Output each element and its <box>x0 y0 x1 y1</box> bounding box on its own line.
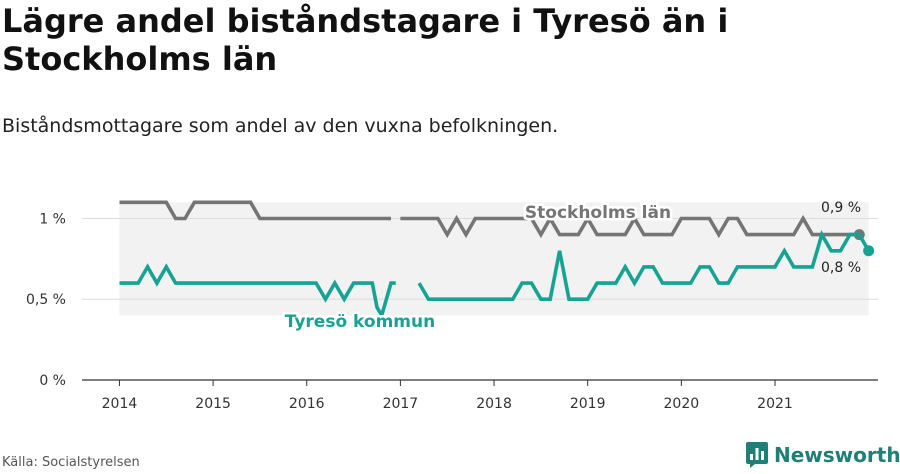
series-line <box>400 214 860 239</box>
series-line <box>119 200 391 221</box>
x-tick-label: 2014 <box>102 396 138 412</box>
series-label-stockholm: Stockholms län <box>525 203 671 223</box>
x-tick-label: 2020 <box>664 396 700 412</box>
series-line <box>417 230 871 301</box>
chart-title: Lägre andel biståndstagare i Tyresö än i… <box>2 2 729 78</box>
range-band <box>119 202 869 316</box>
end-value-tyreso: 0,8 % <box>821 260 861 276</box>
brand-logo: Newsworthy <box>746 440 900 470</box>
y-tick-label: 1 % <box>39 211 66 227</box>
x-tick-label: 2015 <box>195 396 231 412</box>
y-tick-label: 0,5 % <box>26 292 66 308</box>
y-tick-label: 0 % <box>39 373 66 389</box>
x-tick-label: 2018 <box>476 396 512 412</box>
series-label-tyreso: Tyresö kommun <box>285 312 435 332</box>
x-tick-label: 2021 <box>757 396 793 412</box>
end-value-stockholm: 0,9 % <box>821 200 861 216</box>
series-line <box>119 263 396 320</box>
x-tick-label: 2016 <box>289 396 325 412</box>
series-end-dot <box>863 245 875 257</box>
source-note: Källa: Socialstyrelsen <box>2 455 140 470</box>
brand-name: Newsworthy <box>774 443 900 467</box>
x-tick-label: 2019 <box>570 396 606 412</box>
x-tick-label: 2017 <box>383 396 419 412</box>
newsworthy-logo-icon <box>746 442 768 468</box>
chart-subtitle: Biståndsmottagare som andel av den vuxna… <box>2 115 559 137</box>
